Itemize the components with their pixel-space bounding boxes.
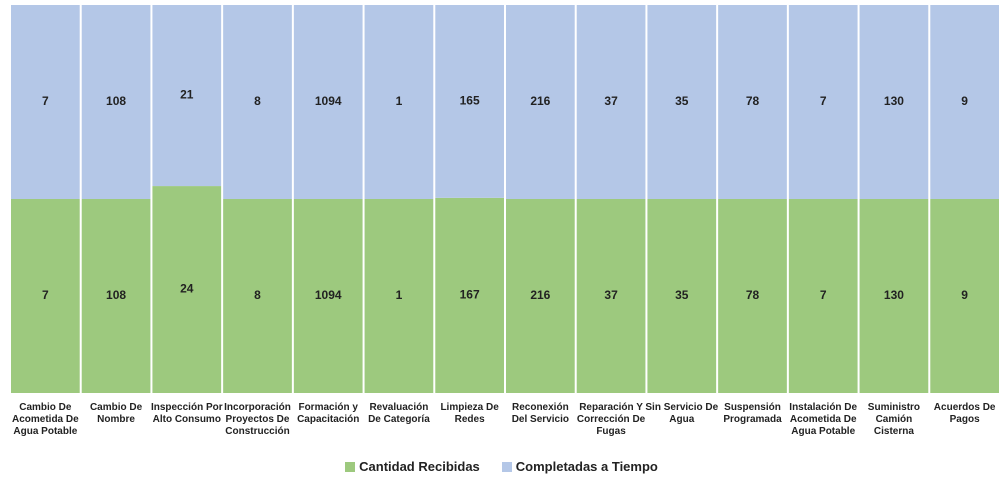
data-label: 1 xyxy=(396,288,403,302)
data-label: 8 xyxy=(254,94,261,108)
bar-segment xyxy=(223,199,292,393)
data-label: 9 xyxy=(961,288,968,302)
x-tick-label: Inspección Por Alto Consumo xyxy=(150,402,223,425)
data-label: 130 xyxy=(884,288,904,302)
data-label: 7 xyxy=(820,94,827,108)
legend: Cantidad Recibidas Completadas a Tiempo xyxy=(0,459,1003,474)
data-label: 216 xyxy=(530,288,550,302)
bar-segment xyxy=(647,5,717,199)
data-label: 9 xyxy=(961,94,968,108)
data-label: 1 xyxy=(396,94,403,108)
legend-swatch xyxy=(501,461,512,472)
data-label: 1094 xyxy=(315,288,342,302)
bar-segment xyxy=(506,5,575,199)
data-label: 35 xyxy=(675,288,689,302)
x-tick-label: Instalación De Acometida De Agua Potable xyxy=(789,402,858,437)
data-label: 37 xyxy=(604,288,618,302)
bar-segment xyxy=(152,186,222,393)
bar-segment xyxy=(859,5,929,199)
data-label: 167 xyxy=(460,288,480,302)
x-tick-label: Suspensión Programada xyxy=(723,402,782,425)
bar-segment xyxy=(506,199,575,393)
data-label: 165 xyxy=(460,94,480,108)
x-tick-label: Cambio De Acometida De Agua Potable xyxy=(12,402,79,437)
x-tick-label: Incorporación Proyectos De Construcción xyxy=(224,402,291,437)
bar-segment xyxy=(11,5,80,199)
data-label: 8 xyxy=(254,288,261,302)
bar-segment xyxy=(930,199,999,393)
bar-segment xyxy=(576,5,646,199)
legend-item: Cantidad Recibidas xyxy=(345,459,480,474)
x-tick-label: Cambio De Nombre xyxy=(89,402,143,425)
x-tick-label: Reparación Y Corrección De Fugas xyxy=(576,402,646,437)
data-label: 108 xyxy=(106,94,126,108)
bar-segment xyxy=(152,5,222,187)
bar-segment xyxy=(930,5,999,199)
bar-segment xyxy=(293,199,363,393)
legend-label: Cantidad Recibidas xyxy=(359,459,480,474)
data-label: 1094 xyxy=(315,94,342,108)
x-tick-label: Suministro Camión Cisterna xyxy=(867,402,921,437)
data-label: 130 xyxy=(884,94,904,108)
data-label: 7 xyxy=(42,288,49,302)
bar-segment xyxy=(788,5,858,199)
bar-segment xyxy=(576,199,646,393)
bar-segment xyxy=(81,5,151,199)
data-label: 78 xyxy=(746,288,760,302)
bar-segment xyxy=(364,5,434,199)
data-label: 7 xyxy=(820,288,827,302)
bar-segment xyxy=(293,5,363,199)
bar-segment xyxy=(788,199,858,393)
bar-segment xyxy=(223,5,292,199)
data-label: 24 xyxy=(180,282,194,296)
x-tick-label: Revaluación De Categoría xyxy=(368,402,430,425)
bar-segment xyxy=(11,199,80,393)
data-label: 108 xyxy=(106,288,126,302)
x-tick-label: Acuerdos De Pagos xyxy=(933,402,996,425)
data-label: 216 xyxy=(530,94,550,108)
data-label: 21 xyxy=(180,88,194,102)
data-label: 7 xyxy=(42,94,49,108)
bar-segment xyxy=(435,197,504,393)
bar-segment xyxy=(81,199,151,393)
x-tick-label: Limpieza De Redes xyxy=(440,402,499,425)
x-tick-label: Sin Servicio De Agua xyxy=(645,402,719,425)
bar-segment xyxy=(364,199,434,393)
legend-swatch xyxy=(345,461,356,472)
bar-segment xyxy=(718,199,787,393)
data-label: 37 xyxy=(604,94,618,108)
legend-item: Completadas a Tiempo xyxy=(501,459,658,474)
bar-segment xyxy=(859,199,929,393)
data-label: 78 xyxy=(746,94,760,108)
legend-label: Completadas a Tiempo xyxy=(515,459,658,474)
bar-segment xyxy=(435,5,504,198)
x-tick-label: Formación y Capacitación xyxy=(297,402,360,425)
bar-segment xyxy=(718,5,787,199)
data-label: 35 xyxy=(675,94,689,108)
bar-segment xyxy=(647,199,717,393)
x-tick-label: Reconexión Del Servicio xyxy=(511,402,569,425)
